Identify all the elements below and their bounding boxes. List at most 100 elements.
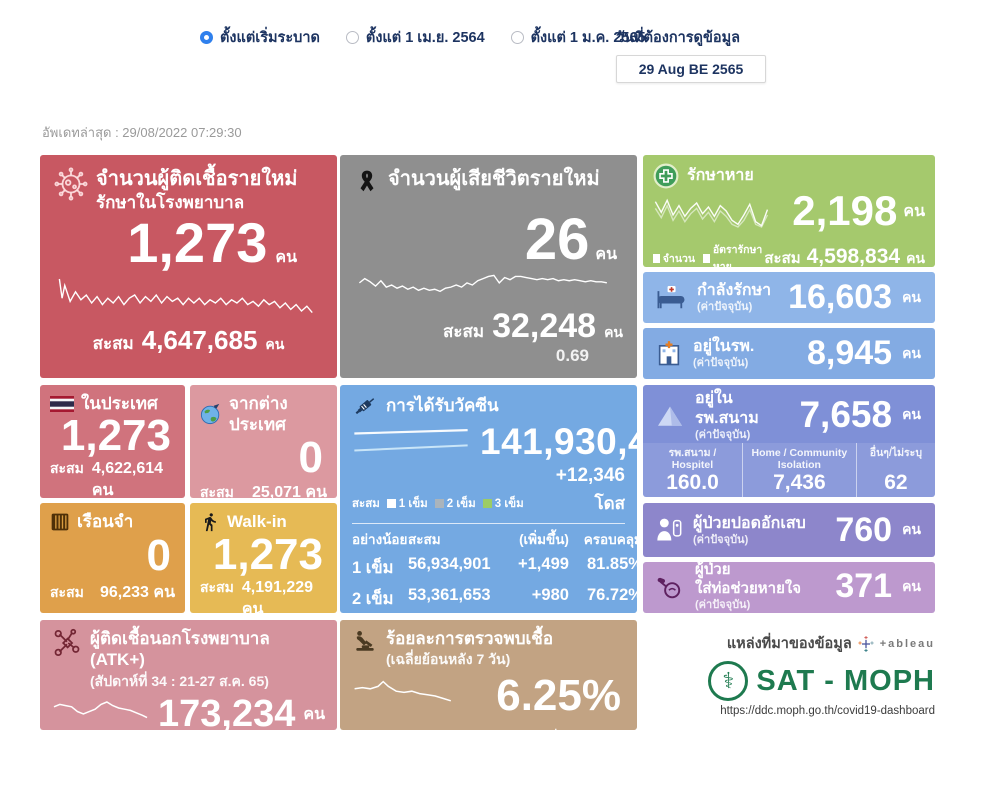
radio-unselected-icon[interactable] xyxy=(345,31,359,44)
card-title: จำนวนผู้ติดเชื้อรายใหม่ xyxy=(96,168,298,190)
tent-icon xyxy=(658,406,682,426)
divider xyxy=(352,523,625,524)
card-subtitle: รักษาในโรงพยาบาล xyxy=(96,193,245,212)
dose-row-label: 2 เข็ม xyxy=(352,590,394,608)
vaccine-total-value: 141,930,464 xyxy=(480,421,637,462)
card-title: อยู่ในรพ. xyxy=(693,338,755,356)
radio-unselected-icon[interactable] xyxy=(510,31,524,44)
dose-coverage: 81.85% xyxy=(586,555,637,573)
date-picker-label: วันที่ต้องการดูข้อมูล xyxy=(616,30,741,46)
legend-swatch-dose1 xyxy=(386,499,396,508)
legend-label: จำนวน xyxy=(662,252,696,265)
trend-sparkline xyxy=(354,269,623,301)
radio-since-outbreak[interactable]: ตั้งแต่เริ่มระบาด xyxy=(200,26,320,49)
field-col-other: อื่นๆ/ไม่ระบุ 62 xyxy=(855,443,935,497)
hospital-building-icon xyxy=(658,340,680,365)
cumulative-label: สะสม xyxy=(50,584,84,600)
abroad-value: 0 xyxy=(298,432,323,482)
new-cases-value: 1,273 xyxy=(127,211,268,275)
dose-increase: +980 xyxy=(531,586,569,604)
trend-sparkline xyxy=(52,696,150,730)
moph-seal-icon: ⚕ xyxy=(708,661,749,701)
card-title: ร้อยละการตรวจพบเชื้อ xyxy=(386,629,554,648)
field-col-value: 160.0 xyxy=(666,471,719,495)
card-title-line1: ผู้ป่วย xyxy=(695,562,731,579)
date-picker: วันที่ต้องการดูข้อมูล 29 Aug BE 2565 xyxy=(616,26,766,83)
legend-label: 2 เข็ม xyxy=(446,497,476,510)
cumulative-label: สะสม xyxy=(92,334,134,354)
radio-since-apr-2564[interactable]: ตั้งแต่ 1 เม.ย. 2564 xyxy=(345,26,485,49)
current-value-label: (ค่าปัจจุบัน) xyxy=(695,598,751,611)
col-header: สะสม xyxy=(408,532,441,547)
card-new-cases: จำนวนผู้ติดเชื้อรายใหม่ รักษาในโรงพยาบาล… xyxy=(40,155,337,378)
unit-label: คน xyxy=(902,288,921,305)
legend-swatch xyxy=(653,253,660,263)
card-walkin: Walk-in 1,273 สะสม 4,191,229 คน xyxy=(190,503,337,613)
card-title: กำลังรักษา xyxy=(697,282,772,300)
death-rate-value: 0.69 xyxy=(555,346,589,365)
deaths-cumulative: 32,248 xyxy=(492,307,597,345)
period-radio-group: ตั้งแต่เริ่มระบาด ตั้งแต่ 1 เม.ย. 2564 ต… xyxy=(200,26,646,49)
card-atk: ผู้ติดเชื้อนอกโรงพยาบาล (ATK+) (สัปดาห์ท… xyxy=(40,620,337,730)
card-vaccine: การได้รับวัคซีน 141,930,464 +12,346 สะสม… xyxy=(340,385,637,613)
unit-label: คน xyxy=(275,249,297,267)
prison-value: 0 xyxy=(146,531,171,581)
walkin-cumulative: 4,191,229 คน xyxy=(241,579,314,613)
legend-swatch xyxy=(703,253,710,263)
positive-rate-asof-date: ข้อมูลวันที่ : 28/08/2022 xyxy=(352,729,625,730)
card-title-line2: ใส่ท่อช่วยหายใจ xyxy=(695,580,801,598)
hospital-bed-icon xyxy=(657,285,685,308)
card-in-hospital: อยู่ในรพ. (ค่าปัจจุบัน) 8,945 คน xyxy=(643,328,935,379)
thai-flag-icon xyxy=(50,395,74,412)
cumulative-label: สะสม xyxy=(200,579,234,595)
molecule-icon xyxy=(54,628,80,656)
unit-label: คน xyxy=(604,324,623,340)
cumulative-label: สะสม xyxy=(50,460,84,477)
legend-label: อัตรารักษาหาย xyxy=(712,244,763,267)
card-title: ผู้ติดเชื้อนอกโรงพยาบาล (ATK+) xyxy=(90,629,270,670)
card-domestic: ในประเทศ 1,273 สะสม 4,622,614 คน xyxy=(40,385,185,498)
field-col-hospitel: รพ.สนาม / Hospitel 160.0 xyxy=(643,443,742,497)
data-source-block: แหล่งที่มาของข้อมูล +ableau ⚕ SAT - MOPH… xyxy=(643,632,935,732)
col-header: (เพิ่มขึ้น) xyxy=(519,532,569,547)
pneumonia-value: 760 xyxy=(835,510,893,549)
card-title: Walk-in xyxy=(227,512,287,532)
walking-person-icon xyxy=(205,513,216,532)
card-treating: กำลังรักษา (ค่าปัจจุบัน) 16,603 คน xyxy=(643,272,935,323)
radio-selected-icon[interactable] xyxy=(200,31,213,44)
domestic-value: 1,273 xyxy=(60,411,171,461)
field-col-label: Home / Community Isolation xyxy=(751,447,848,472)
card-subtitle: (สัปดาห์ที่ 34 : 21-27 ส.ค. 65) xyxy=(90,672,269,689)
tableau-wordmark: +ableau xyxy=(879,637,935,650)
trend-sparkline xyxy=(352,678,482,714)
vaccine-trend-sparkline xyxy=(352,425,470,459)
dose-cumulative: 56,934,901 xyxy=(408,555,491,573)
abroad-cumulative: 25,071 คน xyxy=(251,483,327,499)
unit-label: คน xyxy=(902,406,921,422)
field-col-label: อื่นๆ/ไม่ระบุ xyxy=(869,447,922,459)
date-picker-input[interactable]: 29 Aug BE 2565 xyxy=(616,55,766,83)
card-ventilator: ผู้ป่วย ใส่ท่อช่วยหายใจ (ค่าปัจจุบัน) 37… xyxy=(643,562,935,613)
card-title: จำนวนผู้เสียชีวิตรายใหม่ xyxy=(388,168,600,190)
syringe-icon xyxy=(355,398,375,415)
field-hospital-value: 7,658 xyxy=(799,394,893,435)
vaccine-legend: สะสม 1 เข็ม 2 เข็ม 3 เข็ม xyxy=(352,495,524,513)
mourning-ribbon-icon xyxy=(360,170,374,192)
in-hospital-value: 8,945 xyxy=(806,334,893,372)
col-header: ครอบคลุม xyxy=(583,532,637,547)
recovered-cumulative: 4,598,834 xyxy=(806,244,901,268)
prison-bars-icon xyxy=(51,513,69,530)
card-title: ผู้ป่วยปอดอักเสบ xyxy=(693,514,806,532)
trend-sparkline xyxy=(54,271,323,319)
walkin-value: 1,273 xyxy=(212,530,323,579)
card-positive-rate: ร้อยละการตรวจพบเชื้อ (เฉลี่ยย้อนหลัง 7 ว… xyxy=(340,620,637,730)
vaccine-daily-delta: +12,346 xyxy=(555,465,625,486)
recovered-value: 2,198 xyxy=(792,187,898,234)
radio-since-jan-2565[interactable]: ตั้งแต่ 1 ม.ค. 2565 xyxy=(510,26,646,49)
pneumonia-patient-icon xyxy=(657,518,682,541)
data-source-label: แหล่งที่มาของข้อมูล xyxy=(726,636,852,652)
new-cases-cumulative: 4,647,685 xyxy=(141,325,258,356)
card-title: เรือนจำ xyxy=(77,512,134,531)
sat-moph-wordmark: SAT - MOPH xyxy=(756,664,935,697)
